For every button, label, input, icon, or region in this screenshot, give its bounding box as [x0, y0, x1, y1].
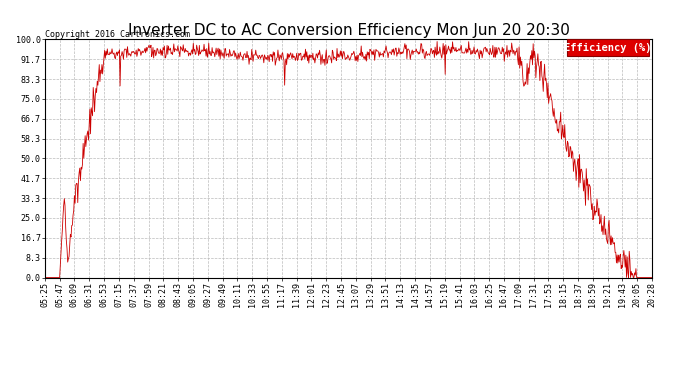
Title: Inverter DC to AC Conversion Efficiency Mon Jun 20 20:30: Inverter DC to AC Conversion Efficiency … [128, 23, 569, 38]
Bar [567, 39, 649, 56]
Text: Efficiency (%): Efficiency (%) [564, 43, 652, 53]
Text: Copyright 2016 Cartronics.com: Copyright 2016 Cartronics.com [46, 30, 190, 39]
